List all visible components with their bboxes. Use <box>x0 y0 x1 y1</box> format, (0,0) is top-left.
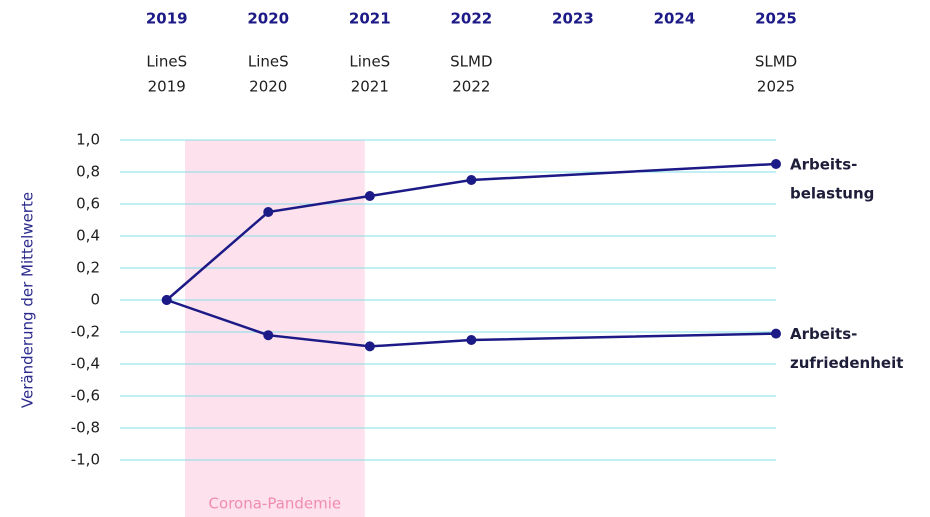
data-point <box>263 207 274 217</box>
y-tick-label: -0,6 <box>71 387 100 405</box>
y-axis-title: Veränderung der Mittelwerte <box>19 192 37 408</box>
y-tick-label: 0,4 <box>76 227 100 245</box>
series-label: Arbeits- <box>790 156 857 174</box>
y-tick-label: -0,2 <box>71 323 100 341</box>
x-tick-label: 2020 <box>247 10 289 28</box>
x-tick-label: 2022 <box>450 10 492 28</box>
survey-label: 2020 <box>249 78 287 96</box>
survey-label: 2019 <box>148 78 186 96</box>
x-tick-label: 2025 <box>755 10 797 28</box>
y-tick-label: -0,4 <box>71 355 100 373</box>
x-tick-label: 2023 <box>552 10 594 28</box>
y-tick-label: -1,0 <box>71 451 100 469</box>
x-tick-label: 2019 <box>146 10 188 28</box>
survey-label: 2021 <box>351 78 389 96</box>
data-point <box>263 330 274 341</box>
x-tick-label: 2021 <box>349 10 391 28</box>
survey-label: 2022 <box>452 78 490 96</box>
survey-label: LineS <box>146 53 187 71</box>
y-tick-label: -0,8 <box>71 419 100 437</box>
survey-label: SLMD <box>450 53 492 71</box>
y-tick-label: 1,0 <box>76 131 100 149</box>
data-point <box>771 328 781 339</box>
data-point <box>364 341 375 352</box>
x-tick-label: 2024 <box>654 10 696 28</box>
survey-label: 2025 <box>757 78 795 96</box>
data-point <box>771 159 781 169</box>
y-tick-label: 0,8 <box>76 163 100 181</box>
y-tick-label: 0,6 <box>76 195 100 213</box>
y-tick-label: 0,2 <box>76 259 100 277</box>
survey-label: LineS <box>349 53 390 71</box>
shaded-region-label: Corona-Pandemie <box>209 495 342 513</box>
shaded-region <box>184 140 365 517</box>
y-tick-label: 0 <box>90 291 100 309</box>
data-point <box>161 295 172 305</box>
series-label: Arbeits- <box>790 325 857 343</box>
data-point <box>466 175 477 185</box>
survey-label: LineS <box>248 53 289 71</box>
survey-label: SLMD <box>755 53 797 71</box>
series-label: belastung <box>790 185 874 203</box>
data-point <box>364 191 375 201</box>
data-point <box>466 335 477 345</box>
series-label: zufriedenheit <box>790 354 903 372</box>
